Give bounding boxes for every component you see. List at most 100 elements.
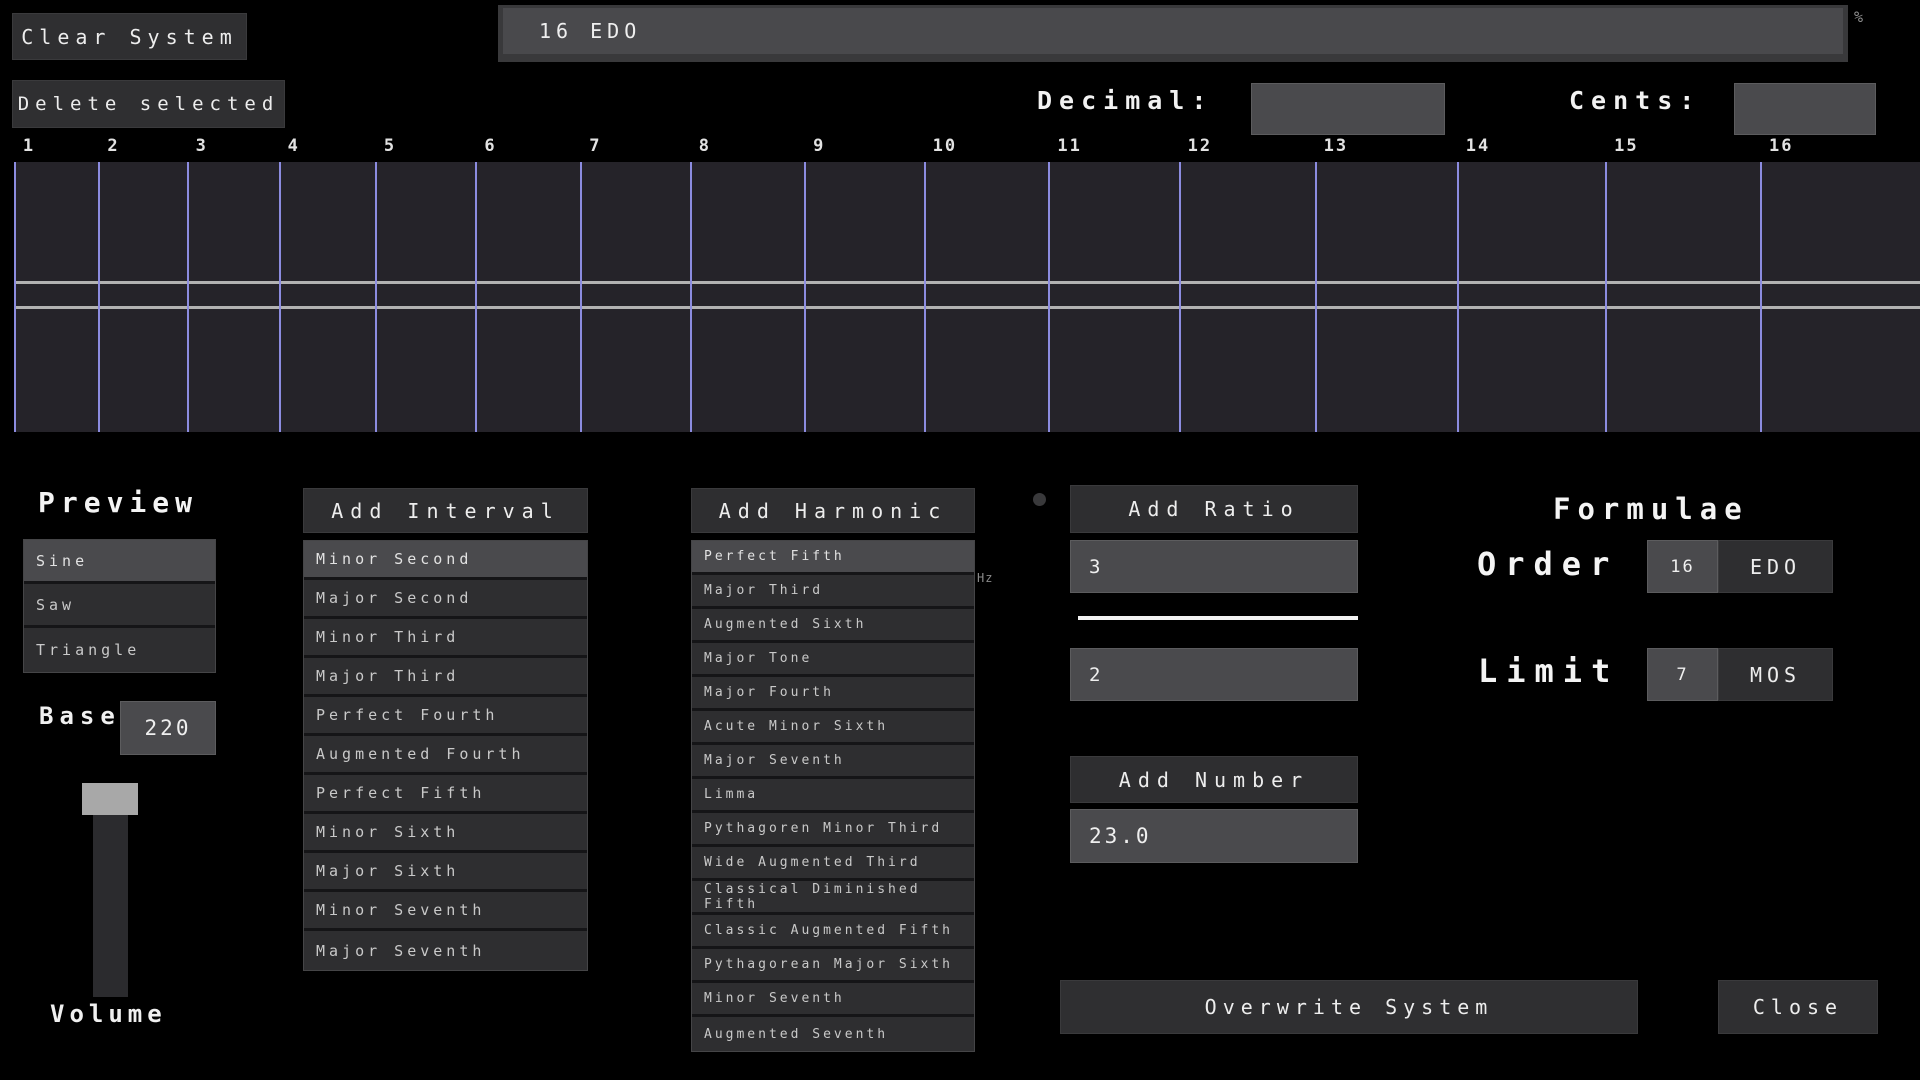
harmonic-option[interactable]: Wide Augmented Third: [692, 847, 974, 881]
cents-input[interactable]: [1734, 83, 1876, 135]
grid-step-line: [1456, 162, 1459, 432]
grid-step-line: [374, 162, 377, 432]
overwrite-system-button[interactable]: Overwrite System: [1060, 980, 1638, 1034]
system-name-input[interactable]: [503, 8, 1843, 54]
waveform-option[interactable]: Sine: [24, 540, 215, 584]
grid-horizontal-line: [14, 281, 1920, 284]
ratio-numerator-input[interactable]: [1070, 540, 1358, 593]
harmonic-option[interactable]: Classical Diminished Fifth: [692, 881, 974, 915]
grid-step-line: [13, 162, 16, 432]
grid-step-line: [689, 162, 692, 432]
grid-step-line: [186, 162, 189, 432]
waveform-option[interactable]: Saw: [24, 584, 215, 628]
grid-horizontal-line: [14, 306, 1920, 309]
cents-label: Cents:: [1569, 86, 1702, 115]
harmonic-option[interactable]: Augmented Sixth: [692, 609, 974, 643]
add-harmonic-button[interactable]: Add Harmonic: [691, 488, 975, 533]
grid-step-label: 1: [22, 136, 36, 156]
edo-button[interactable]: EDO: [1718, 540, 1833, 593]
volume-slider-track[interactable]: [93, 813, 128, 997]
harmonic-option[interactable]: Perfect Fifth: [692, 541, 974, 575]
grid-step-line: [1605, 162, 1608, 432]
grid-step-label: 12: [1187, 136, 1213, 156]
grid-step-line: [923, 162, 926, 432]
grid-step-label: 8: [698, 136, 712, 156]
limit-label: Limit: [1478, 652, 1620, 690]
hz-label: Hz: [977, 571, 994, 585]
waveform-list: Sine Saw Triangle: [23, 539, 216, 673]
harmonic-option[interactable]: Major Third: [692, 575, 974, 609]
grid-step-label: 4: [287, 136, 300, 156]
grid-step-line: [1178, 162, 1181, 432]
grid-step-label: 5: [383, 136, 397, 156]
harmonic-option[interactable]: Minor Seventh: [692, 983, 974, 1017]
close-button[interactable]: Close: [1718, 980, 1878, 1034]
grid-step-label: 2: [107, 136, 120, 156]
grid-step-line: [475, 162, 478, 432]
interval-option[interactable]: Major Third: [304, 658, 587, 697]
interval-option[interactable]: Minor Second: [304, 541, 587, 580]
interval-option[interactable]: Perfect Fifth: [304, 775, 587, 814]
base-label: Base: [39, 702, 121, 730]
grid-step-label: 10: [932, 136, 958, 156]
grid-step-line: [580, 162, 583, 432]
grid-step-label: 6: [484, 136, 497, 156]
ratio-denominator-input[interactable]: [1070, 648, 1358, 701]
grid-step-label: 16: [1769, 136, 1794, 156]
base-frequency-input[interactable]: [120, 701, 216, 755]
harmonic-option[interactable]: Major Seventh: [692, 745, 974, 779]
interval-option[interactable]: Major Second: [304, 580, 587, 619]
limit-value-input[interactable]: [1647, 648, 1718, 701]
harmonic-option[interactable]: Acute Minor Sixth: [692, 711, 974, 745]
interval-option[interactable]: Minor Sixth: [304, 814, 587, 853]
interval-option[interactable]: Major Seventh: [304, 931, 587, 970]
add-ratio-button[interactable]: Add Ratio: [1070, 485, 1358, 533]
interval-option[interactable]: Augmented Fourth: [304, 736, 587, 775]
interval-option[interactable]: Minor Seventh: [304, 892, 587, 931]
harmonic-list: Perfect Fifth Major Third Augmented Sixth M…: [691, 540, 975, 1052]
mos-button[interactable]: MOS: [1718, 648, 1833, 701]
harmonic-option[interactable]: Classic Augmented Fifth: [692, 915, 974, 949]
preview-title: Preview: [38, 486, 199, 519]
grid-step-label: 3: [195, 136, 208, 156]
decimal-label: Decimal:: [1037, 86, 1214, 115]
harmonic-option[interactable]: Augmented Seventh: [692, 1017, 974, 1051]
grid-step-label: 13: [1323, 136, 1349, 156]
harmonic-option[interactable]: Limma: [692, 779, 974, 813]
interval-option[interactable]: Minor Third: [304, 619, 587, 658]
grid-step-label: 11: [1057, 136, 1082, 156]
order-value-input[interactable]: [1647, 540, 1718, 593]
grid-step-line: [1048, 162, 1051, 432]
harmonic-option[interactable]: Pythagorean Major Sixth: [692, 949, 974, 983]
add-interval-button[interactable]: Add Interval: [303, 488, 588, 533]
delete-selected-button[interactable]: Delete selected: [12, 80, 285, 128]
grid-step-label: 15: [1614, 136, 1639, 156]
decimal-input[interactable]: [1251, 83, 1445, 135]
interval-list: Minor Second Major Second Minor Third Major…: [303, 540, 588, 971]
grid-step-label: 7: [589, 136, 602, 156]
formulae-title: Formulae: [1553, 492, 1749, 526]
volume-slider-handle[interactable]: [82, 783, 138, 815]
grid-step-line: [1760, 162, 1762, 432]
harmonic-option[interactable]: Pythagoren Minor Third: [692, 813, 974, 847]
interval-option[interactable]: Major Sixth: [304, 853, 587, 892]
grid-step-line: [1314, 162, 1317, 432]
grid-step-label: 14: [1465, 136, 1491, 156]
percent-label: %: [1854, 8, 1865, 26]
order-label: Order: [1477, 545, 1619, 583]
pitch-grid[interactable]: 1 2 3 4 5 6 7 8 9 10 11 12 13 14 15 16: [13, 136, 1920, 432]
harmonic-option[interactable]: Major Fourth: [692, 677, 974, 711]
grid-step-line: [278, 162, 281, 432]
interval-option[interactable]: Perfect Fourth: [304, 697, 587, 736]
add-number-button[interactable]: Add Number: [1070, 756, 1358, 803]
harmonic-option[interactable]: Major Tone: [692, 643, 974, 677]
volume-label: Volume: [50, 1000, 167, 1028]
grid-step-line: [804, 162, 807, 432]
clear-system-button[interactable]: Clear System: [12, 13, 247, 60]
number-input[interactable]: [1070, 809, 1358, 863]
system-name-field-frame: [498, 5, 1848, 62]
grid-step-line: [98, 162, 101, 432]
grid-step-label: 9: [813, 136, 826, 156]
fraction-divider-line: [1078, 616, 1358, 620]
waveform-option[interactable]: Triangle: [24, 628, 215, 672]
